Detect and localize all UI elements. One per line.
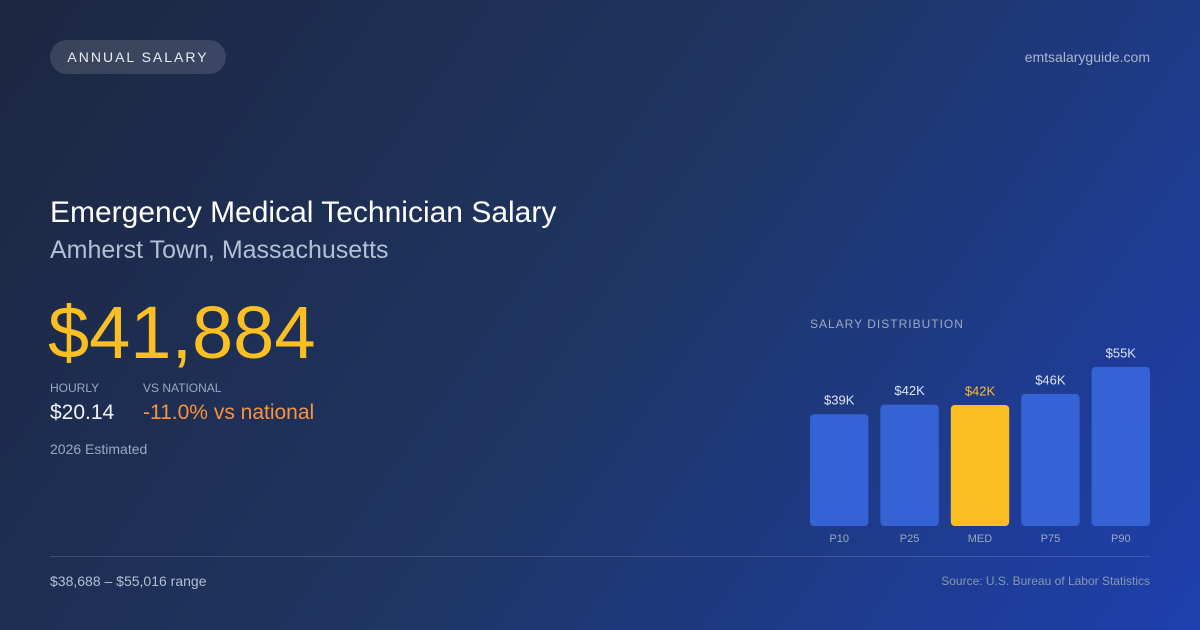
salary: $41,884 bbox=[48, 291, 316, 374]
bar bbox=[880, 404, 939, 526]
range: $38,688 – $55,016 range bbox=[50, 573, 207, 589]
source: Source: U.S. Bureau of Labor Statistics bbox=[941, 574, 1150, 588]
divider bbox=[50, 556, 1150, 557]
badge: ANNUAL SALARY bbox=[50, 40, 226, 74]
bar bbox=[950, 404, 1010, 526]
title: Emergency Medical Technician Salary bbox=[50, 196, 557, 229]
value-label: $42K bbox=[965, 383, 996, 398]
x-tick-label: P75 bbox=[1041, 533, 1061, 545]
chart-title: SALARY DISTRIBUTION bbox=[810, 317, 964, 331]
bar bbox=[1091, 367, 1150, 526]
hourly-label: HOURLY bbox=[50, 381, 100, 395]
bar bbox=[810, 414, 869, 526]
value-label: $55K bbox=[1106, 345, 1137, 360]
national-value: -11.0% vs national bbox=[143, 401, 315, 424]
x-tick-label: MED bbox=[968, 533, 993, 545]
national-label: VS NATIONAL bbox=[143, 381, 222, 395]
bar bbox=[1021, 393, 1080, 526]
x-tick-label: P90 bbox=[1111, 533, 1131, 545]
hourly-value: $20.14 bbox=[50, 401, 115, 424]
value-label: $46K bbox=[1035, 372, 1066, 387]
x-tick-label: P10 bbox=[829, 533, 849, 545]
value-label: $39K bbox=[824, 393, 855, 408]
subtitle: Amherst Town, Massachusetts bbox=[50, 236, 389, 264]
value-label: $42K bbox=[894, 383, 925, 398]
x-tick-label: P25 bbox=[900, 533, 920, 545]
note: 2026 Estimated bbox=[50, 441, 148, 457]
site: emtsalaryguide.com bbox=[1024, 49, 1150, 65]
